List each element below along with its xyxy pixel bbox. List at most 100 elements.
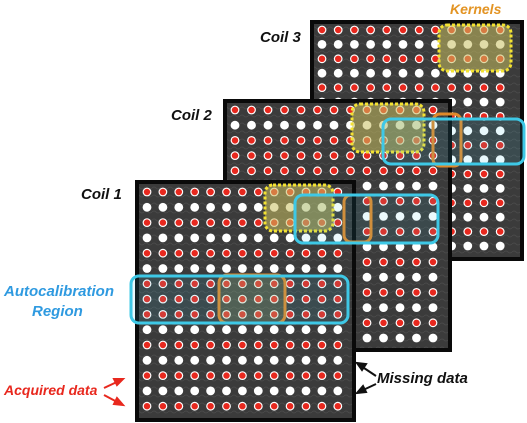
acquired-sample-dot bbox=[480, 84, 488, 91]
acquired-sample-dot bbox=[286, 341, 294, 349]
acquired-sample-dot bbox=[347, 167, 354, 174]
missing-sample-dot bbox=[281, 122, 288, 129]
acquired-sample-dot bbox=[159, 188, 167, 196]
coil-2-kernel bbox=[350, 102, 426, 154]
missing-sample-dot bbox=[255, 204, 262, 211]
acquired-sample-dot bbox=[297, 106, 305, 114]
missing-sample-dot bbox=[314, 122, 321, 129]
missing-sample-dot bbox=[159, 357, 167, 364]
acquired-sample-dot bbox=[223, 403, 230, 410]
missing-sample-dot bbox=[334, 326, 341, 333]
missing-sample-dot bbox=[286, 265, 294, 272]
acquired-sample-dot bbox=[239, 403, 246, 410]
acquired-sample-dot bbox=[347, 152, 354, 159]
missing-sample-dot bbox=[223, 204, 230, 211]
acquired-sample-dot bbox=[302, 295, 310, 303]
acquired-sample-dot bbox=[399, 84, 407, 91]
missing-sample-dot bbox=[207, 234, 214, 242]
missing-sample-dot bbox=[363, 304, 371, 311]
acquired-sample-dot bbox=[175, 250, 182, 257]
acquired-sample-dot bbox=[255, 188, 262, 196]
acquired-sample-dot bbox=[223, 188, 230, 196]
acquired-sample-dot bbox=[429, 106, 437, 114]
acquired-sample-dot bbox=[239, 250, 246, 257]
acquired-sample-dot bbox=[264, 137, 272, 144]
missing-sample-dot bbox=[271, 387, 278, 395]
missing-sample-dot bbox=[497, 242, 504, 250]
acquired-sample-dot bbox=[207, 311, 214, 318]
acquired-sample-dot bbox=[264, 106, 272, 114]
acquired-sample-dot bbox=[207, 280, 214, 287]
acquired-sample-dot bbox=[497, 142, 504, 149]
acquired-sample-dot bbox=[286, 250, 294, 257]
acquired-sample-dot bbox=[363, 319, 371, 326]
acquired-sample-dot bbox=[239, 188, 246, 196]
missing-sample-dot bbox=[367, 41, 374, 48]
acquired-sample-dot bbox=[255, 311, 262, 318]
acquired-sample-dot bbox=[286, 311, 294, 318]
acquired-sample-dot bbox=[314, 167, 321, 174]
acquired-sample-dot bbox=[255, 341, 262, 349]
missing-sample-dot bbox=[207, 204, 214, 211]
acquired-data-label: Acquired data bbox=[3, 382, 98, 398]
acquired-sample-dot bbox=[191, 372, 198, 379]
missing-sample-dot bbox=[318, 41, 326, 48]
acquired-sample-dot bbox=[464, 142, 471, 149]
acquired-sample-dot bbox=[286, 403, 294, 410]
acquired-sample-dot bbox=[271, 341, 278, 349]
acquired-sample-dot bbox=[223, 372, 230, 379]
acquired-sample-dot bbox=[286, 372, 294, 379]
acquired-sample-dot bbox=[330, 106, 338, 114]
acquired-sample-dot bbox=[297, 167, 305, 174]
acquired-sample-dot bbox=[143, 403, 151, 410]
coil-1-autocalibration-region bbox=[129, 274, 350, 325]
acquired-sample-dot bbox=[207, 188, 214, 196]
acquired-sample-dot bbox=[429, 289, 437, 296]
acquired-sample-dot bbox=[351, 84, 358, 91]
acquired-sample-dot bbox=[143, 341, 151, 349]
missing-sample-dot bbox=[335, 41, 342, 48]
missing-sample-dot bbox=[207, 326, 214, 333]
acquired-sample-dot bbox=[223, 250, 230, 257]
missing-sample-dot bbox=[318, 387, 326, 395]
missing-sample-dot bbox=[255, 357, 262, 364]
missing-sample-dot bbox=[396, 213, 404, 220]
missing-sample-dot bbox=[223, 326, 230, 333]
acquired-sample-dot bbox=[413, 258, 420, 266]
acquired-sample-dot bbox=[413, 228, 420, 235]
acquired-sample-dot bbox=[159, 341, 167, 349]
missing-sample-dot bbox=[175, 204, 182, 211]
acquired-sample-dot bbox=[363, 167, 371, 174]
acquired-sample-dot bbox=[159, 311, 167, 318]
acquired-sample-dot bbox=[363, 228, 371, 235]
acquired-sample-dot bbox=[143, 280, 151, 287]
acquired-sample-dot bbox=[429, 258, 437, 266]
acquired-sample-dot bbox=[207, 403, 214, 410]
missing-sample-dot bbox=[239, 234, 246, 242]
missing-sample-dot bbox=[286, 234, 294, 242]
acquired-sample-dot bbox=[318, 403, 326, 410]
acquired-sample-dot bbox=[318, 55, 326, 62]
missing-sample-dot bbox=[399, 41, 407, 48]
missing-sample-dot bbox=[191, 357, 198, 364]
acquired-sample-dot bbox=[239, 311, 246, 318]
acquired-sample-dot bbox=[175, 219, 182, 226]
missing-sample-dot bbox=[380, 304, 387, 311]
missing-sample-dot bbox=[318, 357, 326, 364]
missing-sample-dot bbox=[143, 204, 151, 211]
acquired-sample-dot bbox=[207, 341, 214, 349]
acquired-sample-dot bbox=[413, 198, 420, 205]
acquired-sample-dot bbox=[330, 152, 338, 159]
missing-sample-dot bbox=[143, 357, 151, 364]
missing-sample-dot bbox=[464, 214, 471, 221]
acquired-sample-dot bbox=[175, 280, 182, 287]
acquired-sample-dot bbox=[175, 295, 182, 303]
missing-sample-dot bbox=[380, 274, 387, 281]
acquired-sample-dot bbox=[143, 219, 151, 226]
acquired-sample-dot bbox=[334, 372, 341, 379]
acquired-sample-dot bbox=[480, 199, 488, 206]
acquired-sample-dot bbox=[383, 84, 390, 91]
missing-sample-dot bbox=[335, 70, 342, 77]
acquired-sample-dot bbox=[497, 228, 504, 235]
missing-sample-dot bbox=[264, 122, 272, 129]
